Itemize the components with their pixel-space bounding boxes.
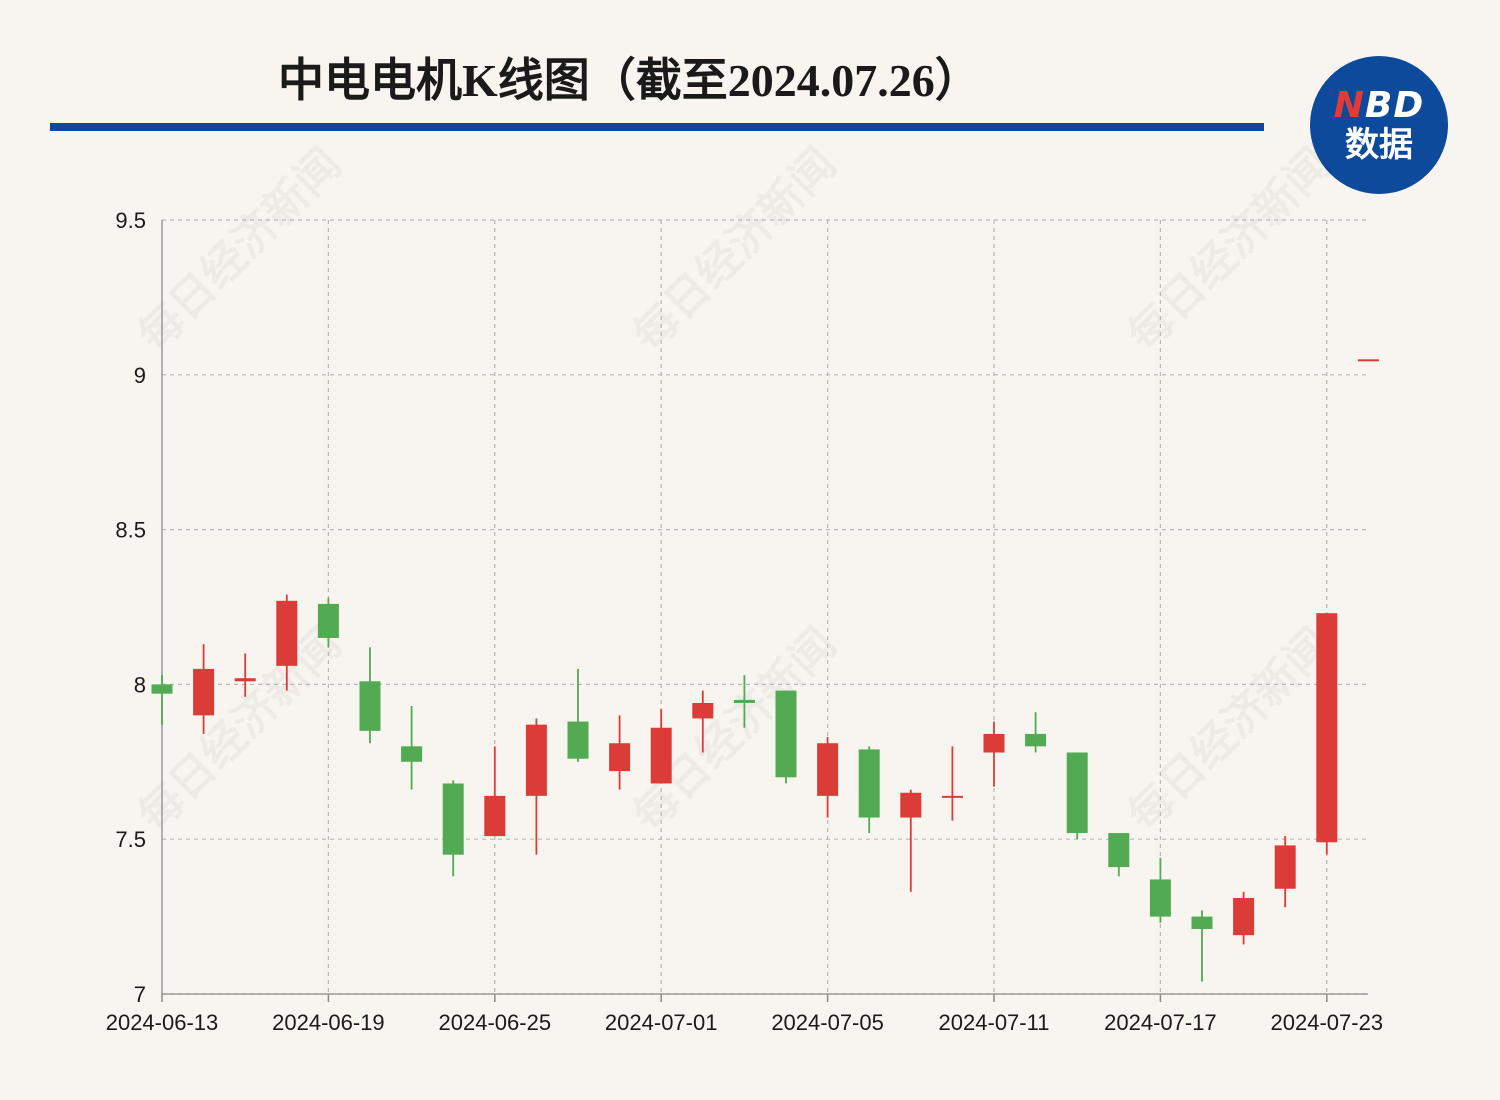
candle bbox=[317, 597, 339, 648]
candle bbox=[900, 789, 922, 892]
candle bbox=[1149, 857, 1171, 923]
candle bbox=[1108, 833, 1130, 877]
x-tick-label: 2024-07-17 bbox=[1104, 1010, 1217, 1035]
logo-top-text: NBD bbox=[1333, 85, 1425, 126]
watermark-text: 每日经济新闻 bbox=[1118, 618, 1341, 841]
candle bbox=[1066, 752, 1088, 840]
candle-body bbox=[1191, 916, 1213, 929]
x-tick-label: 2024-07-01 bbox=[605, 1010, 718, 1035]
candle bbox=[442, 780, 464, 877]
candle bbox=[692, 690, 714, 753]
candle-body bbox=[1274, 845, 1296, 889]
candle bbox=[1191, 910, 1213, 982]
candle bbox=[941, 746, 963, 821]
x-tick-label: 2024-06-25 bbox=[439, 1010, 552, 1035]
candle bbox=[276, 594, 298, 691]
x-tick-label: 2024-07-23 bbox=[1271, 1010, 1384, 1035]
candle-body bbox=[1149, 879, 1171, 917]
candle-body bbox=[1316, 613, 1338, 843]
candle bbox=[193, 644, 215, 734]
watermarks: 每日经济新闻每日经济新闻每日经济新闻每日经济新闻每日经济新闻每日经济新闻 bbox=[128, 138, 1341, 841]
candle bbox=[151, 675, 173, 725]
candle bbox=[609, 715, 631, 790]
y-tick-label: 7.5 bbox=[115, 827, 146, 852]
candle-body bbox=[567, 721, 589, 759]
candle bbox=[858, 746, 880, 834]
candle-body bbox=[484, 795, 506, 837]
candle-body bbox=[1108, 833, 1130, 868]
candle-body bbox=[1025, 733, 1047, 747]
nbd-logo: NBD 数据 bbox=[1310, 56, 1448, 194]
candle-body bbox=[234, 678, 256, 682]
candle bbox=[359, 647, 381, 744]
candle-body bbox=[401, 746, 423, 762]
candle-body bbox=[650, 727, 672, 784]
candle bbox=[733, 675, 755, 728]
candle-body bbox=[193, 668, 215, 716]
candle bbox=[1274, 836, 1296, 908]
candle bbox=[1357, 359, 1379, 362]
candle bbox=[401, 706, 423, 790]
title-underline bbox=[50, 123, 1264, 131]
candle-body bbox=[317, 603, 339, 638]
logo-bottom-text: 数据 bbox=[1345, 125, 1413, 165]
page-title: 中电电机K线图（截至2024.07.26） bbox=[278, 55, 981, 106]
candle bbox=[1025, 712, 1047, 753]
x-tick-label: 2024-07-05 bbox=[771, 1010, 884, 1035]
candle-body bbox=[276, 600, 298, 666]
candle bbox=[484, 746, 506, 837]
candles bbox=[151, 359, 1379, 982]
candle bbox=[775, 690, 797, 784]
candle-body bbox=[525, 724, 547, 796]
x-tick-label: 2024-06-19 bbox=[272, 1010, 385, 1035]
x-tick-label: 2024-07-11 bbox=[939, 1010, 1050, 1035]
candle-body bbox=[1233, 898, 1255, 936]
candle-body bbox=[1357, 359, 1379, 362]
candle-body bbox=[151, 684, 173, 694]
candle bbox=[567, 668, 589, 762]
candle-body bbox=[775, 690, 797, 778]
candle-body bbox=[1066, 752, 1088, 834]
watermark-text: 每日经济新闻 bbox=[1118, 138, 1341, 361]
candle bbox=[650, 709, 672, 784]
chart-axes: 7 7.5 8 8.5 9 9.5 2024-06-13 2024-06-19 2024-06-… bbox=[106, 208, 1383, 1035]
candle-body bbox=[941, 795, 963, 798]
candle-body bbox=[442, 783, 464, 855]
candle-body bbox=[609, 743, 631, 772]
candle bbox=[983, 721, 1005, 787]
candle-body bbox=[900, 792, 922, 818]
candle-body bbox=[692, 702, 714, 719]
y-tick-label: 8.5 bbox=[115, 518, 146, 543]
candle bbox=[525, 718, 547, 855]
chart-grid bbox=[161, 219, 1368, 995]
candle bbox=[234, 653, 256, 697]
watermark-text: 每日经济新闻 bbox=[623, 138, 846, 361]
y-tick-label: 9 bbox=[134, 363, 146, 388]
candle bbox=[817, 737, 839, 818]
candle-body bbox=[359, 681, 381, 731]
x-tick-label: 2024-06-13 bbox=[106, 1010, 219, 1035]
candle-body bbox=[983, 733, 1005, 753]
y-tick-label: 7 bbox=[134, 982, 146, 1007]
candle bbox=[1233, 891, 1255, 945]
candle bbox=[1316, 613, 1338, 855]
candle-body bbox=[817, 743, 839, 796]
y-tick-label: 8 bbox=[134, 672, 146, 697]
y-tick-label: 9.5 bbox=[115, 208, 146, 233]
candle-body bbox=[733, 699, 755, 703]
candle-body bbox=[858, 749, 880, 818]
